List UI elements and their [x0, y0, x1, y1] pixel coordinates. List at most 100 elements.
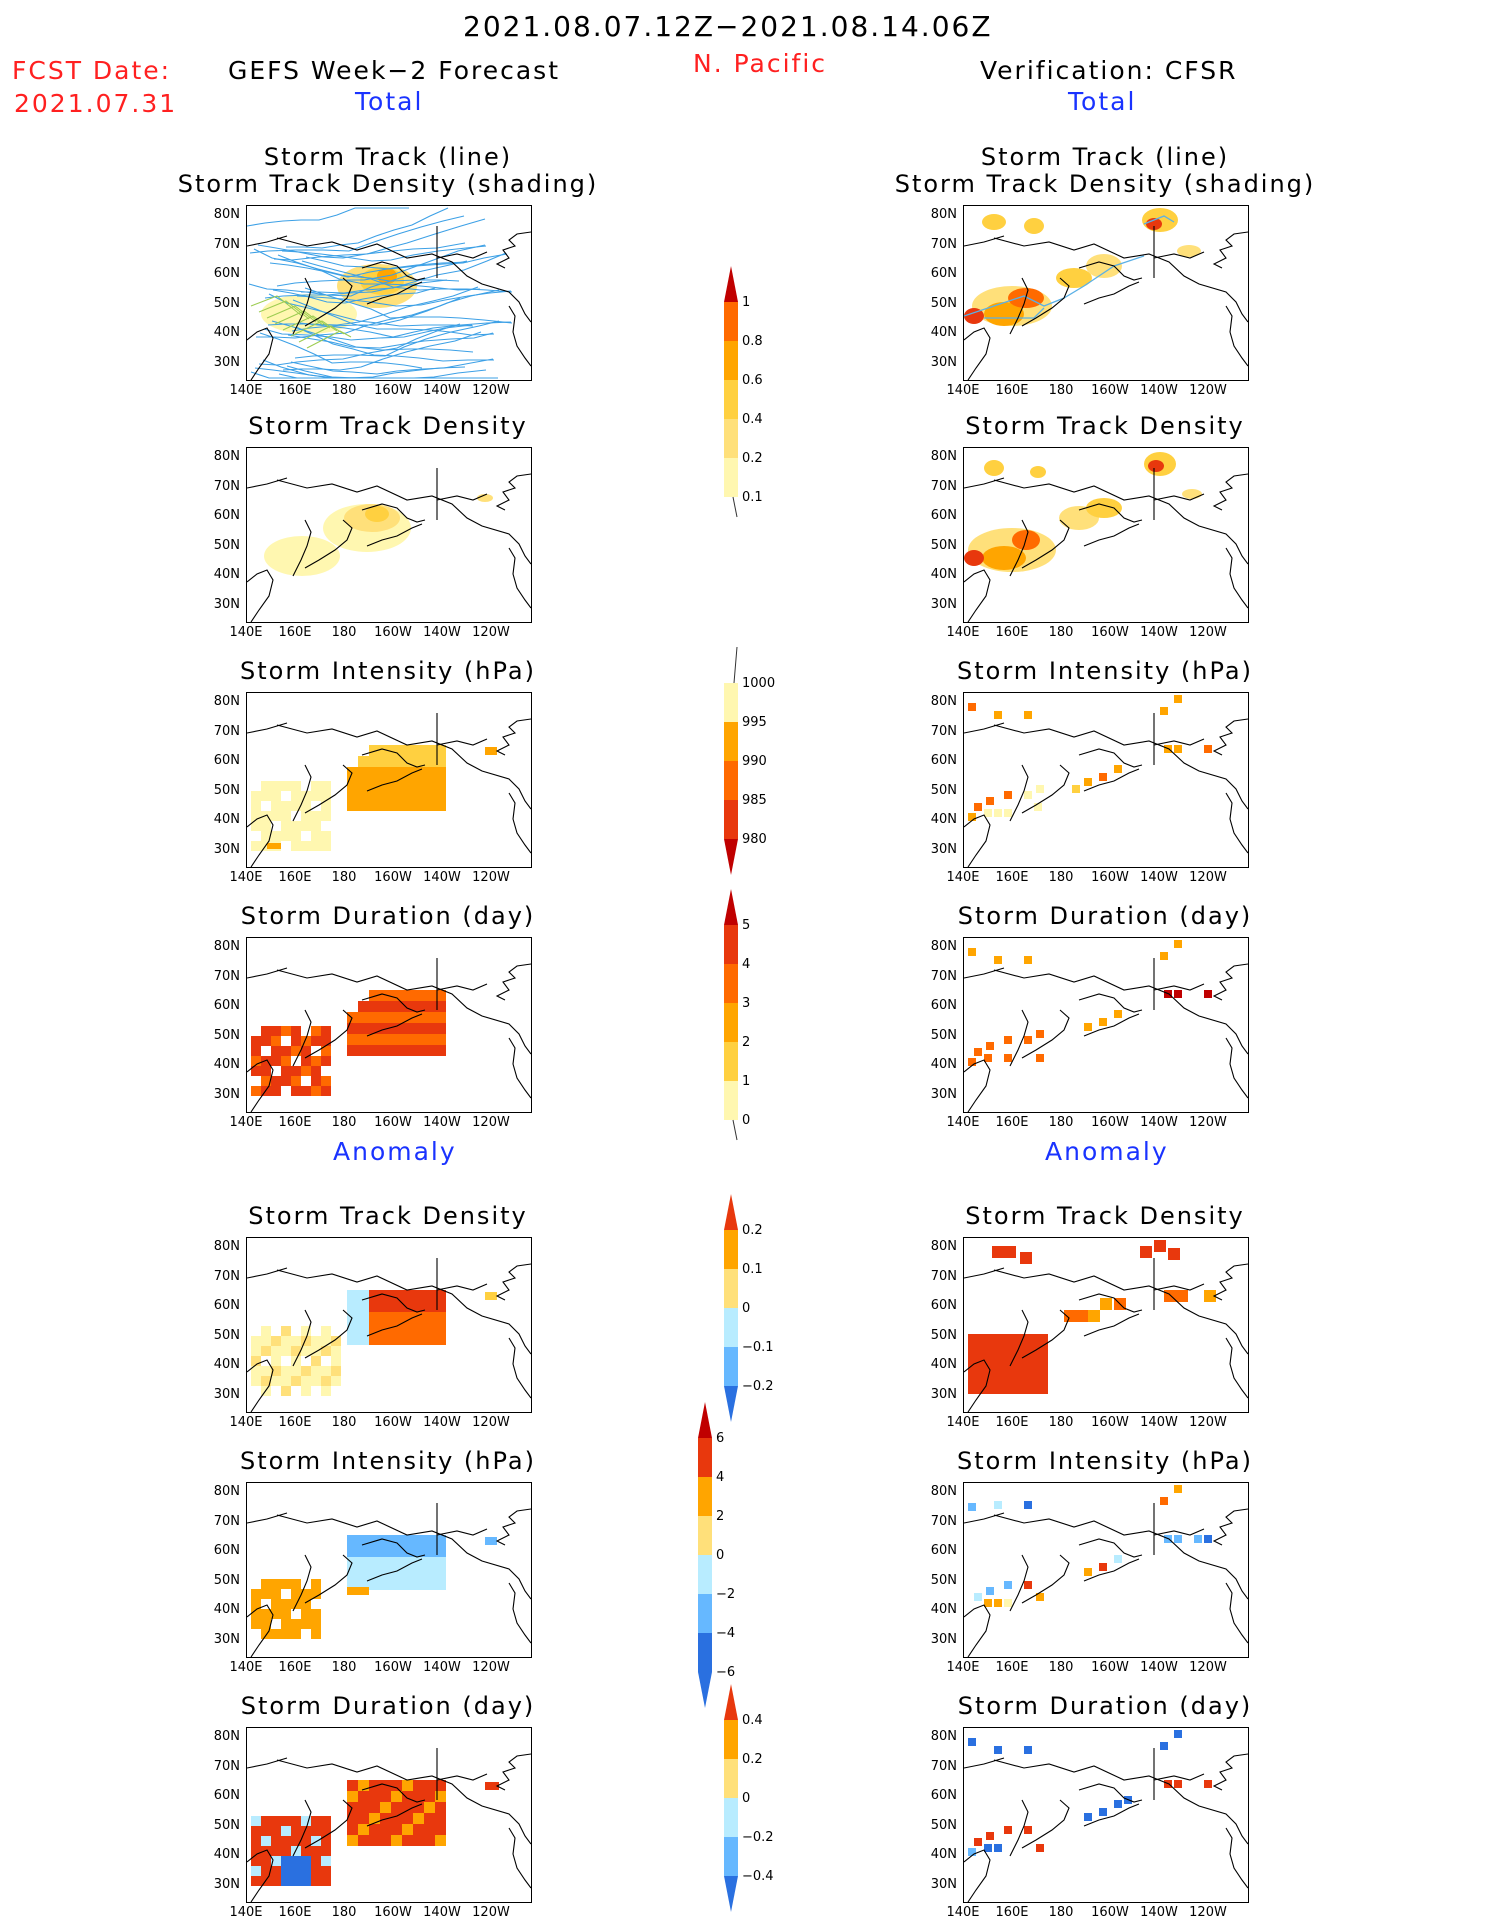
lat-tick-label: 80N [930, 449, 957, 464]
grid-cell [291, 1589, 301, 1599]
coastline [361, 748, 426, 768]
lon-tick-label: 160E [278, 1905, 312, 1920]
grid-cell [380, 1824, 391, 1835]
grid-cell [978, 1334, 988, 1344]
coastline [508, 1582, 531, 1644]
colorbar-label: 0.2 [742, 451, 763, 466]
grid-cell [347, 1546, 358, 1557]
storm-track [269, 261, 469, 278]
grid-cell [1036, 785, 1044, 793]
colorbar-label: 0 [742, 1791, 751, 1806]
grid-cell [311, 821, 321, 831]
coastline [1078, 503, 1143, 523]
grid-cell [321, 1336, 331, 1346]
grid-cell [391, 1301, 402, 1312]
density-blob [984, 460, 1004, 476]
coastline [366, 1313, 423, 1337]
grid-cell [369, 1290, 380, 1301]
lat-tick-label: 30N [213, 1086, 240, 1102]
grid-cell [251, 841, 261, 851]
colorbar-segment [724, 1837, 738, 1876]
grid-cell [988, 1334, 998, 1344]
grid-cell [413, 1012, 424, 1023]
grid-cell [347, 1813, 358, 1824]
colorbar-label: −4 [716, 1626, 736, 1641]
grid-cell [1036, 1593, 1044, 1601]
grid-cell [271, 1026, 281, 1036]
grid-cell [358, 1813, 369, 1824]
lat-tick-label: 50N [213, 1327, 240, 1343]
grid-cell [391, 1323, 402, 1334]
grid-cell [1028, 1374, 1038, 1384]
grid-cell [994, 1599, 1002, 1607]
grid-cell [271, 1336, 281, 1346]
grid-cell [413, 767, 424, 778]
grid-cell [311, 841, 321, 851]
coastline [247, 1059, 274, 1112]
grid-cell [424, 789, 435, 800]
grid-cell [435, 1791, 446, 1802]
coastline [436, 1773, 488, 1781]
grid-cell [369, 1791, 380, 1802]
grid-cell [1024, 711, 1032, 719]
grid-cell [301, 1876, 311, 1886]
grid-cell [347, 1802, 358, 1813]
lon-tick-label: 140E [946, 1660, 980, 1675]
coastline [1021, 277, 1070, 327]
colorbar-segment [724, 964, 738, 1003]
lon-tick-label: 160W [1091, 1905, 1129, 1920]
grid-cell [291, 1366, 301, 1376]
grid-cell [321, 1346, 331, 1356]
grid-cell [271, 1076, 281, 1086]
grid-cell [413, 1023, 424, 1034]
grid-cell [391, 1034, 402, 1045]
grid-cell [1004, 1246, 1016, 1258]
coastline [1225, 1037, 1248, 1099]
grid-cell [391, 1780, 402, 1791]
grid-cell [261, 1816, 271, 1826]
grid-cell [1204, 990, 1212, 998]
lon-tick-label: 140W [1140, 1660, 1178, 1675]
grid-cell [271, 1086, 281, 1096]
grid-cell [968, 1848, 976, 1856]
grid-cell [402, 1312, 413, 1323]
grid-cell [301, 1376, 311, 1386]
grid-cell [311, 1846, 321, 1856]
grid-cell [986, 1042, 994, 1050]
grid-cell [291, 791, 301, 801]
grid-cell [1204, 745, 1212, 753]
colorbar-label: 0 [742, 1301, 751, 1316]
coastline [508, 1827, 531, 1889]
grid-cell [391, 1813, 402, 1824]
lon-tick-label: 160W [1091, 1115, 1129, 1130]
storm-track [281, 245, 487, 262]
colorbar-label: 1 [742, 295, 751, 310]
grid-cell [435, 767, 446, 778]
grid-cell [988, 1344, 998, 1354]
grid-cell [1028, 1354, 1038, 1364]
panel-title: Storm Intensity (hPa) [240, 657, 536, 685]
grid-cell [281, 1579, 291, 1589]
grid-cell [271, 1856, 281, 1866]
grid-cell [291, 1816, 301, 1826]
coastline [436, 738, 488, 746]
grid-cell [1160, 707, 1168, 715]
lon-tick-label: 140W [423, 1905, 461, 1920]
grid-cell [321, 1376, 331, 1386]
grid-cell [251, 1866, 261, 1876]
lon-tick-label: 180 [1048, 625, 1074, 640]
coastline [964, 1267, 1005, 1279]
lat-tick-label: 70N [213, 236, 240, 252]
grid-cell [1174, 1485, 1182, 1493]
coastline [304, 1799, 353, 1849]
grid-cell [402, 800, 413, 811]
grid-cell [347, 778, 358, 789]
grid-cell [413, 800, 424, 811]
grid-cell [291, 1336, 301, 1346]
grid-cell [435, 1535, 446, 1546]
grid-cell [291, 1629, 301, 1639]
grid-cell [1160, 1497, 1168, 1505]
grid-cell [321, 1046, 331, 1056]
colorbar-segment [724, 1042, 738, 1081]
grid-cell [251, 1609, 261, 1619]
